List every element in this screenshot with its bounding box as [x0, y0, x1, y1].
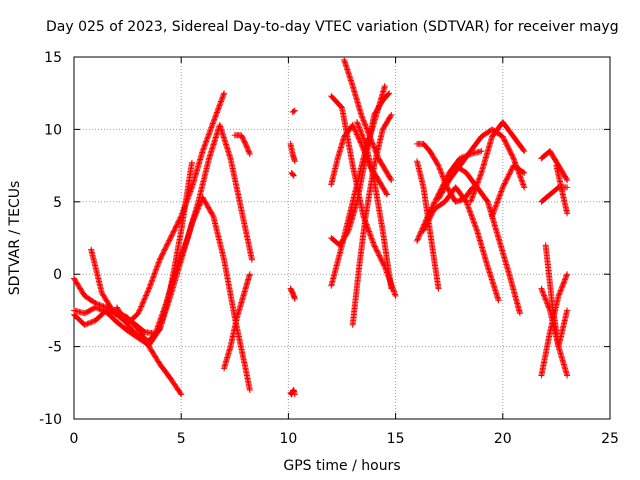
series-arc-09: [287, 285, 298, 302]
x-tick-label: 0: [70, 431, 79, 447]
y-axis-label: SDTVAR / TECUs: [7, 181, 23, 296]
x-tick-label: 5: [177, 431, 186, 447]
series-markers: [287, 140, 298, 165]
series-markers: [420, 184, 502, 304]
series-arc-11: [288, 169, 297, 179]
series-markers: [231, 132, 253, 158]
series-markers: [289, 107, 298, 116]
y-tick-label: -5: [48, 340, 62, 356]
chart-title: Day 025 of 2023, Sidereal Day-to-day VTE…: [46, 19, 619, 35]
series-arc-06: [221, 271, 253, 372]
series-markers: [221, 271, 253, 372]
y-tick-label: 10: [44, 122, 62, 138]
series-arc-07: [231, 132, 253, 158]
series-markers: [71, 90, 228, 328]
series-arc-23: [420, 184, 502, 304]
y-tick-label: 0: [53, 267, 62, 283]
series-arc-05: [113, 159, 195, 344]
series-markers: [287, 387, 298, 398]
y-tick-label: 15: [44, 50, 62, 66]
axis-ticks: 0 5 10 15 20 25 -10 -5 0 5 10 15: [39, 50, 619, 447]
series-arc-26: [467, 119, 528, 205]
series-arc-32: [542, 242, 571, 350]
series-markers: [489, 162, 528, 220]
series-markers: [414, 158, 442, 292]
series-markers: [354, 119, 395, 292]
series-markers: [542, 242, 571, 350]
series-markers: [553, 162, 571, 217]
series-markers: [467, 119, 528, 205]
series-arc-10: [287, 140, 298, 165]
y-tick-label: -10: [39, 412, 62, 428]
plot-frame: [73, 56, 611, 420]
series-arc-02: [71, 90, 228, 328]
series-markers: [287, 285, 298, 302]
series-arc-08: [287, 387, 298, 398]
series-arc-25: [452, 162, 523, 317]
x-tick-label: 10: [279, 431, 297, 447]
x-axis-label: GPS time / hours: [283, 458, 400, 474]
series-arc-33: [553, 162, 571, 217]
x-tick-label: 20: [494, 431, 512, 447]
series-arc-19: [354, 119, 395, 292]
series-arc-22: [414, 158, 442, 292]
series-arc-27: [489, 162, 528, 220]
series-markers: [288, 169, 297, 179]
x-tick-label: 25: [601, 431, 619, 447]
data-layer: [71, 56, 571, 398]
series-markers: [113, 159, 195, 344]
y-tick-label: 5: [53, 195, 62, 211]
series-arc-12: [289, 107, 298, 116]
series-markers: [452, 162, 523, 317]
x-tick-label: 15: [387, 431, 405, 447]
